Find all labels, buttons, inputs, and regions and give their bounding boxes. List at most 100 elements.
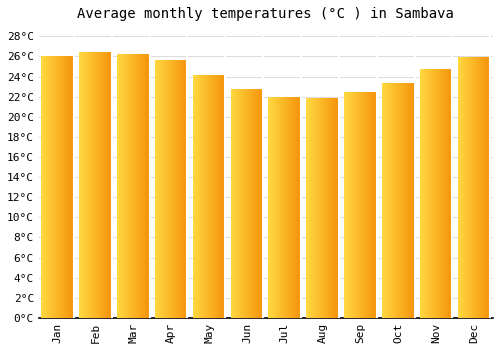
Bar [171,61,172,318]
Bar [146,55,148,318]
Bar [314,98,316,318]
Bar [175,61,176,318]
Bar [167,61,168,318]
Bar [128,55,130,318]
Bar [212,75,214,318]
Bar [168,61,169,318]
Bar [230,89,232,318]
Bar [65,56,66,318]
Bar [289,97,290,318]
Bar [462,57,463,318]
Bar [458,57,459,318]
Bar [60,56,62,318]
Bar [353,92,354,318]
Bar [236,89,237,318]
Bar [90,52,91,318]
Bar [249,89,250,318]
Bar [79,52,80,318]
Bar [182,61,183,318]
Bar [391,83,392,318]
Bar [328,98,329,318]
Bar [442,69,443,318]
Bar [277,97,278,318]
Bar [261,89,262,318]
Bar [295,97,296,318]
Bar [109,52,110,318]
Bar [429,69,430,318]
Bar [140,55,141,318]
Bar [310,98,311,318]
Bar [69,56,70,318]
Bar [441,69,442,318]
Bar [47,56,48,318]
Bar [55,56,56,318]
Bar [124,55,125,318]
Bar [363,92,364,318]
Bar [95,52,96,318]
Bar [126,55,128,318]
Bar [398,83,399,318]
Bar [358,92,359,318]
Bar [488,57,490,318]
Bar [288,97,289,318]
Bar [329,98,330,318]
Bar [207,75,208,318]
Bar [43,56,44,318]
Bar [221,75,222,318]
Bar [184,61,185,318]
Bar [183,61,184,318]
Bar [54,56,55,318]
Bar [389,83,390,318]
Bar [375,92,376,318]
Bar [308,98,309,318]
Bar [351,92,352,318]
Bar [409,83,410,318]
Bar [72,56,73,318]
Bar [481,57,482,318]
Bar [205,75,206,318]
Bar [444,69,445,318]
Bar [434,69,436,318]
Bar [396,83,397,318]
Bar [323,98,324,318]
Bar [133,55,134,318]
Bar [355,92,356,318]
Bar [243,89,244,318]
Bar [306,98,307,318]
Bar [385,83,386,318]
Bar [394,83,395,318]
Bar [129,55,130,318]
Bar [42,56,43,318]
Bar [64,56,65,318]
Bar [278,97,280,318]
Bar [81,52,82,318]
Bar [258,89,259,318]
Bar [180,61,182,318]
Bar [131,55,132,318]
Bar [359,92,360,318]
Bar [241,89,242,318]
Bar [402,83,404,318]
Bar [326,98,327,318]
Bar [123,55,124,318]
Bar [141,55,142,318]
Bar [158,61,159,318]
Bar [192,75,194,318]
Bar [463,57,464,318]
Bar [217,75,218,318]
Bar [274,97,275,318]
Bar [71,56,72,318]
Bar [486,57,488,318]
Bar [293,97,294,318]
Bar [408,83,409,318]
Bar [370,92,371,318]
Bar [240,89,241,318]
Bar [262,89,263,318]
Bar [166,61,167,318]
Bar [260,89,261,318]
Bar [311,98,312,318]
Bar [312,98,313,318]
Bar [101,52,102,318]
Bar [87,52,88,318]
Bar [186,61,187,318]
